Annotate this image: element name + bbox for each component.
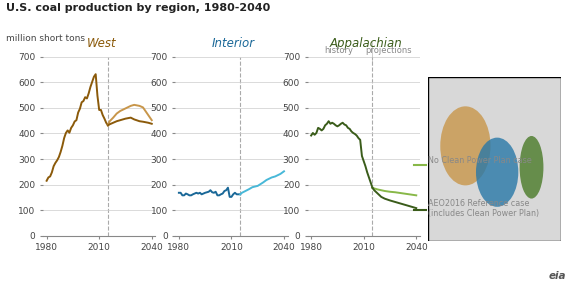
- Text: West: West: [87, 37, 116, 50]
- Text: AEO2016 Reference case
(includes Clean Power Plan): AEO2016 Reference case (includes Clean P…: [428, 199, 539, 218]
- Ellipse shape: [520, 136, 543, 199]
- Ellipse shape: [440, 106, 490, 185]
- FancyBboxPatch shape: [428, 77, 561, 241]
- Text: eia: eia: [549, 271, 566, 281]
- Text: No Clean Power Plan case: No Clean Power Plan case: [428, 156, 532, 165]
- Text: projections: projections: [365, 46, 412, 55]
- Text: U.S. coal production by region, 1980-2040: U.S. coal production by region, 1980-204…: [6, 3, 270, 13]
- Text: Interior: Interior: [212, 37, 255, 50]
- Text: Appalachian: Appalachian: [329, 37, 402, 50]
- Ellipse shape: [476, 138, 518, 207]
- Text: history: history: [324, 46, 354, 55]
- Text: million short tons: million short tons: [6, 34, 85, 43]
